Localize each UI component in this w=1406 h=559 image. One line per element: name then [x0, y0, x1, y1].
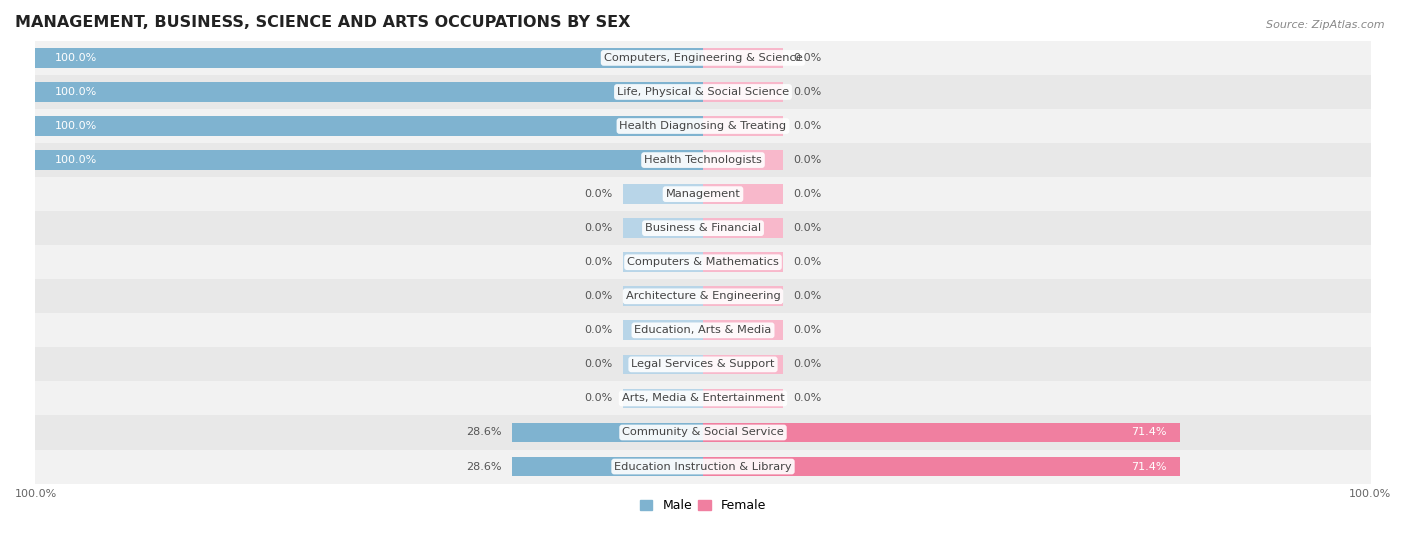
- Bar: [623, 252, 703, 272]
- Bar: [703, 150, 783, 170]
- Text: 0.0%: 0.0%: [793, 291, 821, 301]
- Bar: [703, 219, 783, 238]
- Bar: [35, 143, 1371, 177]
- Text: 0.0%: 0.0%: [793, 325, 821, 335]
- Text: 0.0%: 0.0%: [793, 121, 821, 131]
- Bar: [623, 354, 703, 375]
- Text: 0.0%: 0.0%: [793, 394, 821, 404]
- Text: 0.0%: 0.0%: [585, 325, 613, 335]
- Bar: [35, 109, 1371, 143]
- Bar: [703, 184, 783, 204]
- Text: 0.0%: 0.0%: [793, 189, 821, 199]
- Bar: [35, 211, 1371, 245]
- Bar: [35, 82, 703, 102]
- Text: Health Technologists: Health Technologists: [644, 155, 762, 165]
- Bar: [623, 320, 703, 340]
- Bar: [703, 354, 783, 375]
- Bar: [703, 82, 783, 102]
- Text: 0.0%: 0.0%: [585, 223, 613, 233]
- Text: 0.0%: 0.0%: [793, 359, 821, 369]
- Legend: Male, Female: Male, Female: [636, 494, 770, 517]
- Bar: [35, 177, 1371, 211]
- Text: Legal Services & Support: Legal Services & Support: [631, 359, 775, 369]
- Bar: [35, 150, 703, 170]
- Bar: [703, 457, 1180, 476]
- Text: 0.0%: 0.0%: [585, 394, 613, 404]
- Bar: [35, 449, 1371, 484]
- Bar: [623, 286, 703, 306]
- Text: 0.0%: 0.0%: [793, 87, 821, 97]
- Text: 0.0%: 0.0%: [585, 189, 613, 199]
- Bar: [703, 48, 783, 68]
- Bar: [35, 75, 1371, 109]
- Bar: [703, 252, 783, 272]
- Text: Arts, Media & Entertainment: Arts, Media & Entertainment: [621, 394, 785, 404]
- Text: 0.0%: 0.0%: [793, 257, 821, 267]
- Bar: [35, 48, 703, 68]
- Text: 0.0%: 0.0%: [793, 155, 821, 165]
- Text: 71.4%: 71.4%: [1130, 428, 1167, 438]
- Bar: [703, 423, 1180, 442]
- Bar: [703, 389, 783, 408]
- Text: 100.0%: 100.0%: [15, 489, 58, 499]
- Text: Community & Social Service: Community & Social Service: [621, 428, 785, 438]
- Bar: [623, 389, 703, 408]
- Text: 100.0%: 100.0%: [55, 87, 97, 97]
- Text: 0.0%: 0.0%: [585, 359, 613, 369]
- Text: 100.0%: 100.0%: [55, 155, 97, 165]
- Bar: [623, 219, 703, 238]
- Text: 100.0%: 100.0%: [55, 121, 97, 131]
- Text: 28.6%: 28.6%: [467, 428, 502, 438]
- Bar: [35, 280, 1371, 313]
- Text: MANAGEMENT, BUSINESS, SCIENCE AND ARTS OCCUPATIONS BY SEX: MANAGEMENT, BUSINESS, SCIENCE AND ARTS O…: [15, 15, 630, 30]
- Text: Education, Arts & Media: Education, Arts & Media: [634, 325, 772, 335]
- Bar: [703, 286, 783, 306]
- Bar: [35, 381, 1371, 415]
- Text: 100.0%: 100.0%: [1348, 489, 1391, 499]
- Bar: [703, 116, 783, 136]
- Bar: [512, 457, 703, 476]
- Text: Architecture & Engineering: Architecture & Engineering: [626, 291, 780, 301]
- Text: Management: Management: [665, 189, 741, 199]
- Bar: [703, 320, 783, 340]
- Text: 28.6%: 28.6%: [467, 462, 502, 472]
- Bar: [623, 184, 703, 204]
- Text: 0.0%: 0.0%: [585, 291, 613, 301]
- Text: Education Instruction & Library: Education Instruction & Library: [614, 462, 792, 472]
- Bar: [35, 245, 1371, 280]
- Text: Life, Physical & Social Science: Life, Physical & Social Science: [617, 87, 789, 97]
- Bar: [512, 423, 703, 442]
- Bar: [35, 415, 1371, 449]
- Text: 0.0%: 0.0%: [585, 257, 613, 267]
- Bar: [35, 41, 1371, 75]
- Bar: [35, 347, 1371, 381]
- Text: Health Diagnosing & Treating: Health Diagnosing & Treating: [620, 121, 786, 131]
- Text: Computers & Mathematics: Computers & Mathematics: [627, 257, 779, 267]
- Bar: [35, 116, 703, 136]
- Text: Business & Financial: Business & Financial: [645, 223, 761, 233]
- Text: 100.0%: 100.0%: [55, 53, 97, 63]
- Text: Computers, Engineering & Science: Computers, Engineering & Science: [603, 53, 803, 63]
- Text: Source: ZipAtlas.com: Source: ZipAtlas.com: [1267, 20, 1385, 30]
- Text: 71.4%: 71.4%: [1130, 462, 1167, 472]
- Bar: [35, 313, 1371, 347]
- Text: 0.0%: 0.0%: [793, 223, 821, 233]
- Text: 0.0%: 0.0%: [793, 53, 821, 63]
